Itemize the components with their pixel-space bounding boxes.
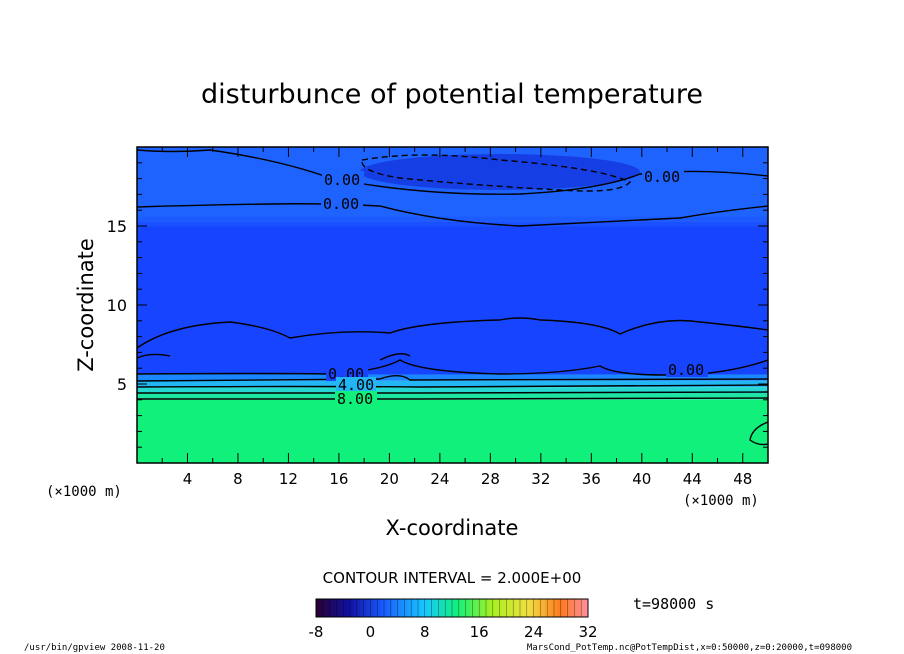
x-tick-label: 20 bbox=[380, 470, 399, 488]
y-tick-label: 10 bbox=[107, 296, 127, 315]
footer-left: /usr/bin/gpview 2008-11-20 bbox=[24, 643, 165, 653]
field-band bbox=[137, 380, 768, 388]
colorbar-tick-label: 0 bbox=[366, 623, 376, 641]
x-tick-label: 24 bbox=[430, 470, 449, 488]
contour-8 bbox=[137, 397, 768, 400]
contour-label: 8.00 bbox=[337, 390, 373, 408]
y-axis: 5 10 15 bbox=[107, 162, 768, 448]
contour-cold-dash bbox=[361, 154, 632, 192]
x-tick-label: 32 bbox=[531, 470, 550, 488]
x-tick-label: 44 bbox=[683, 470, 702, 488]
x-tick-label: 12 bbox=[279, 470, 298, 488]
x-axis: 4 8 12 16 20 24 28 32 36 40 44 48 bbox=[161, 147, 769, 488]
x-axis-label: X-coordinate bbox=[386, 516, 519, 540]
field-band bbox=[137, 387, 768, 394]
colorbar-tick-label: 32 bbox=[578, 623, 597, 641]
x-tick-label: 40 bbox=[632, 470, 651, 488]
chart-title: disturbunce of potential temperature bbox=[201, 79, 703, 110]
x-tick-label: 28 bbox=[481, 470, 500, 488]
y-axis-label: Z-coordinate bbox=[74, 238, 98, 372]
colorbar-tick-label: 16 bbox=[470, 623, 489, 641]
contour-label: 4.00 bbox=[338, 376, 374, 394]
x-tick-label: 4 bbox=[183, 470, 193, 488]
y-tick-label: 5 bbox=[117, 375, 127, 394]
x-tick-label: 48 bbox=[733, 470, 752, 488]
contour-label: 0.00 bbox=[668, 361, 704, 379]
colorbar-stripes bbox=[322, 599, 582, 617]
contour-4 bbox=[137, 384, 768, 388]
y-tick-label: 15 bbox=[107, 217, 127, 236]
colorbar-ticks: -8 0 8 16 24 32 bbox=[309, 623, 598, 641]
field-band bbox=[137, 399, 768, 463]
footer-right: MarsCond_PotTemp.nc@PotTempDist,x=0:5000… bbox=[527, 643, 852, 653]
field-band bbox=[137, 221, 768, 375]
contour-6 bbox=[137, 391, 768, 394]
contour-interval-text: CONTOUR INTERVAL = 2.000E+00 bbox=[323, 569, 582, 587]
colorbar-tick-label: 24 bbox=[524, 623, 543, 641]
contour-corner bbox=[749, 421, 768, 446]
contour-label-group: 0.00 0.00 0.00 0.00 0.00 4.00 8.00 bbox=[321, 167, 708, 408]
contour-cloud-1 bbox=[137, 317, 768, 349]
cold-core bbox=[360, 154, 640, 190]
x-tick-label: 8 bbox=[233, 470, 243, 488]
field-band bbox=[137, 374, 768, 381]
x-tick-label: 16 bbox=[329, 470, 348, 488]
plot-field bbox=[137, 147, 768, 463]
x-unit-left: (×1000 m) bbox=[46, 484, 122, 500]
contour-upper-2 bbox=[137, 203, 768, 227]
colorbar-tick-label: 8 bbox=[420, 623, 430, 641]
contour-label: 0.00 bbox=[324, 171, 360, 189]
time-label: t=98000 s bbox=[633, 595, 714, 613]
contour-mid-1 bbox=[137, 353, 411, 361]
contour-2 bbox=[137, 375, 768, 382]
contour-label: 0.00 bbox=[323, 195, 359, 213]
colorbar-tick-label: -8 bbox=[309, 623, 324, 641]
x-tick-label: 36 bbox=[582, 470, 601, 488]
x-unit-right: (×1000 m) bbox=[683, 493, 759, 509]
field-transition bbox=[137, 216, 768, 227]
contour-label: 0.00 bbox=[644, 168, 680, 186]
field-band bbox=[137, 393, 768, 400]
